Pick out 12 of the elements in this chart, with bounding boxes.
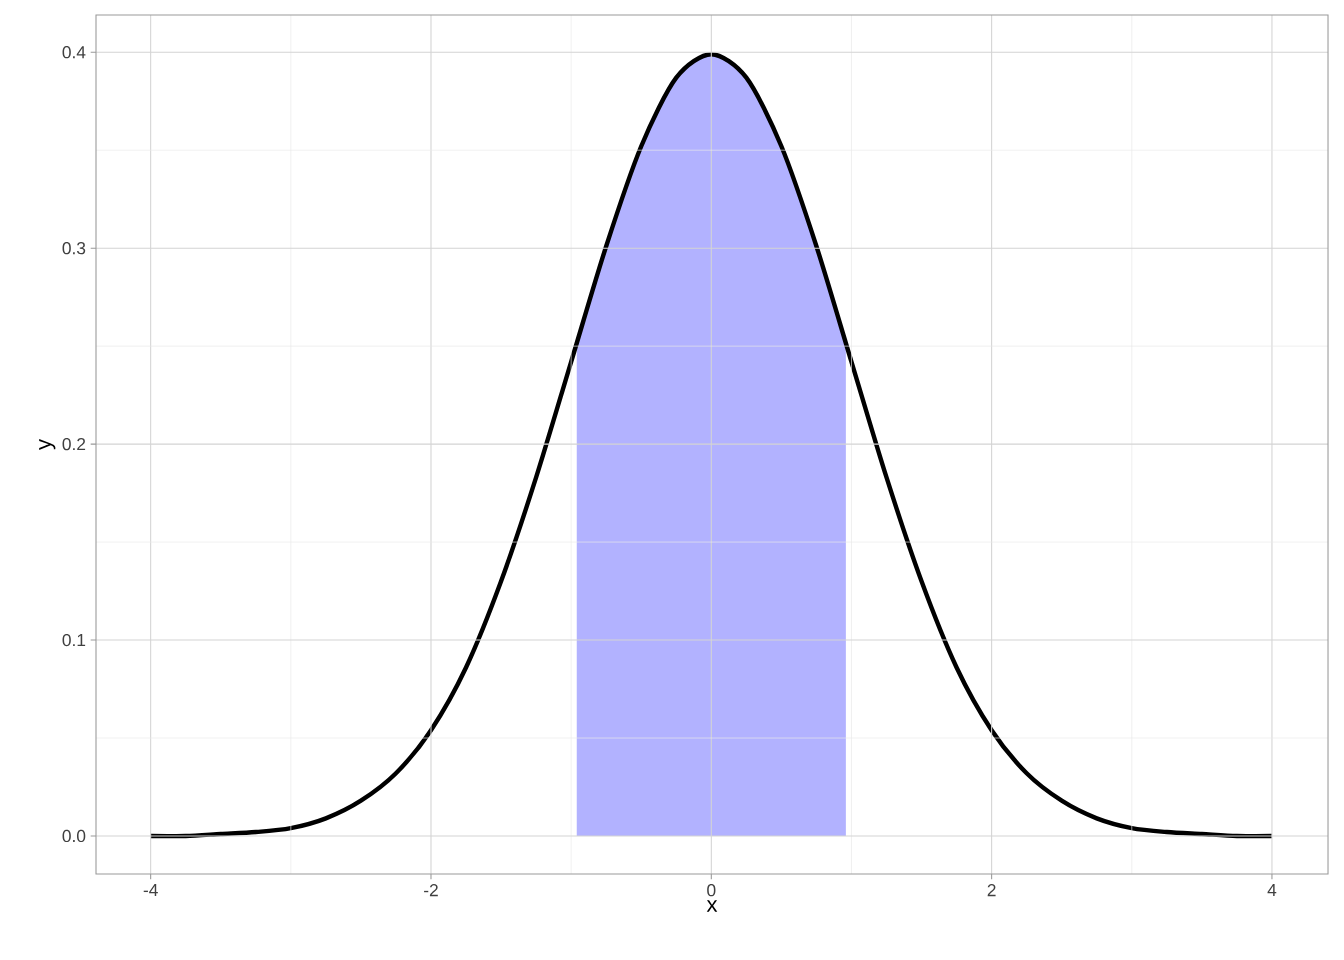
- x-tick-label: -4: [143, 884, 158, 896]
- y-tick-label: 0.3: [62, 242, 86, 255]
- y-tick-label: 0.4: [62, 46, 86, 59]
- x-tick-label: 4: [1267, 884, 1277, 896]
- y-tick-label: 0.1: [62, 633, 86, 647]
- x-tick-label: 2: [987, 884, 996, 897]
- y-tick-label: 0.2: [62, 437, 86, 451]
- x-tick-label: 0: [707, 884, 716, 897]
- y-axis-title: y: [39, 439, 56, 450]
- x-tick-label: -2: [424, 884, 438, 897]
- x-axis-title: x: [706, 900, 718, 912]
- y-tick-label: 0.0: [62, 829, 86, 843]
